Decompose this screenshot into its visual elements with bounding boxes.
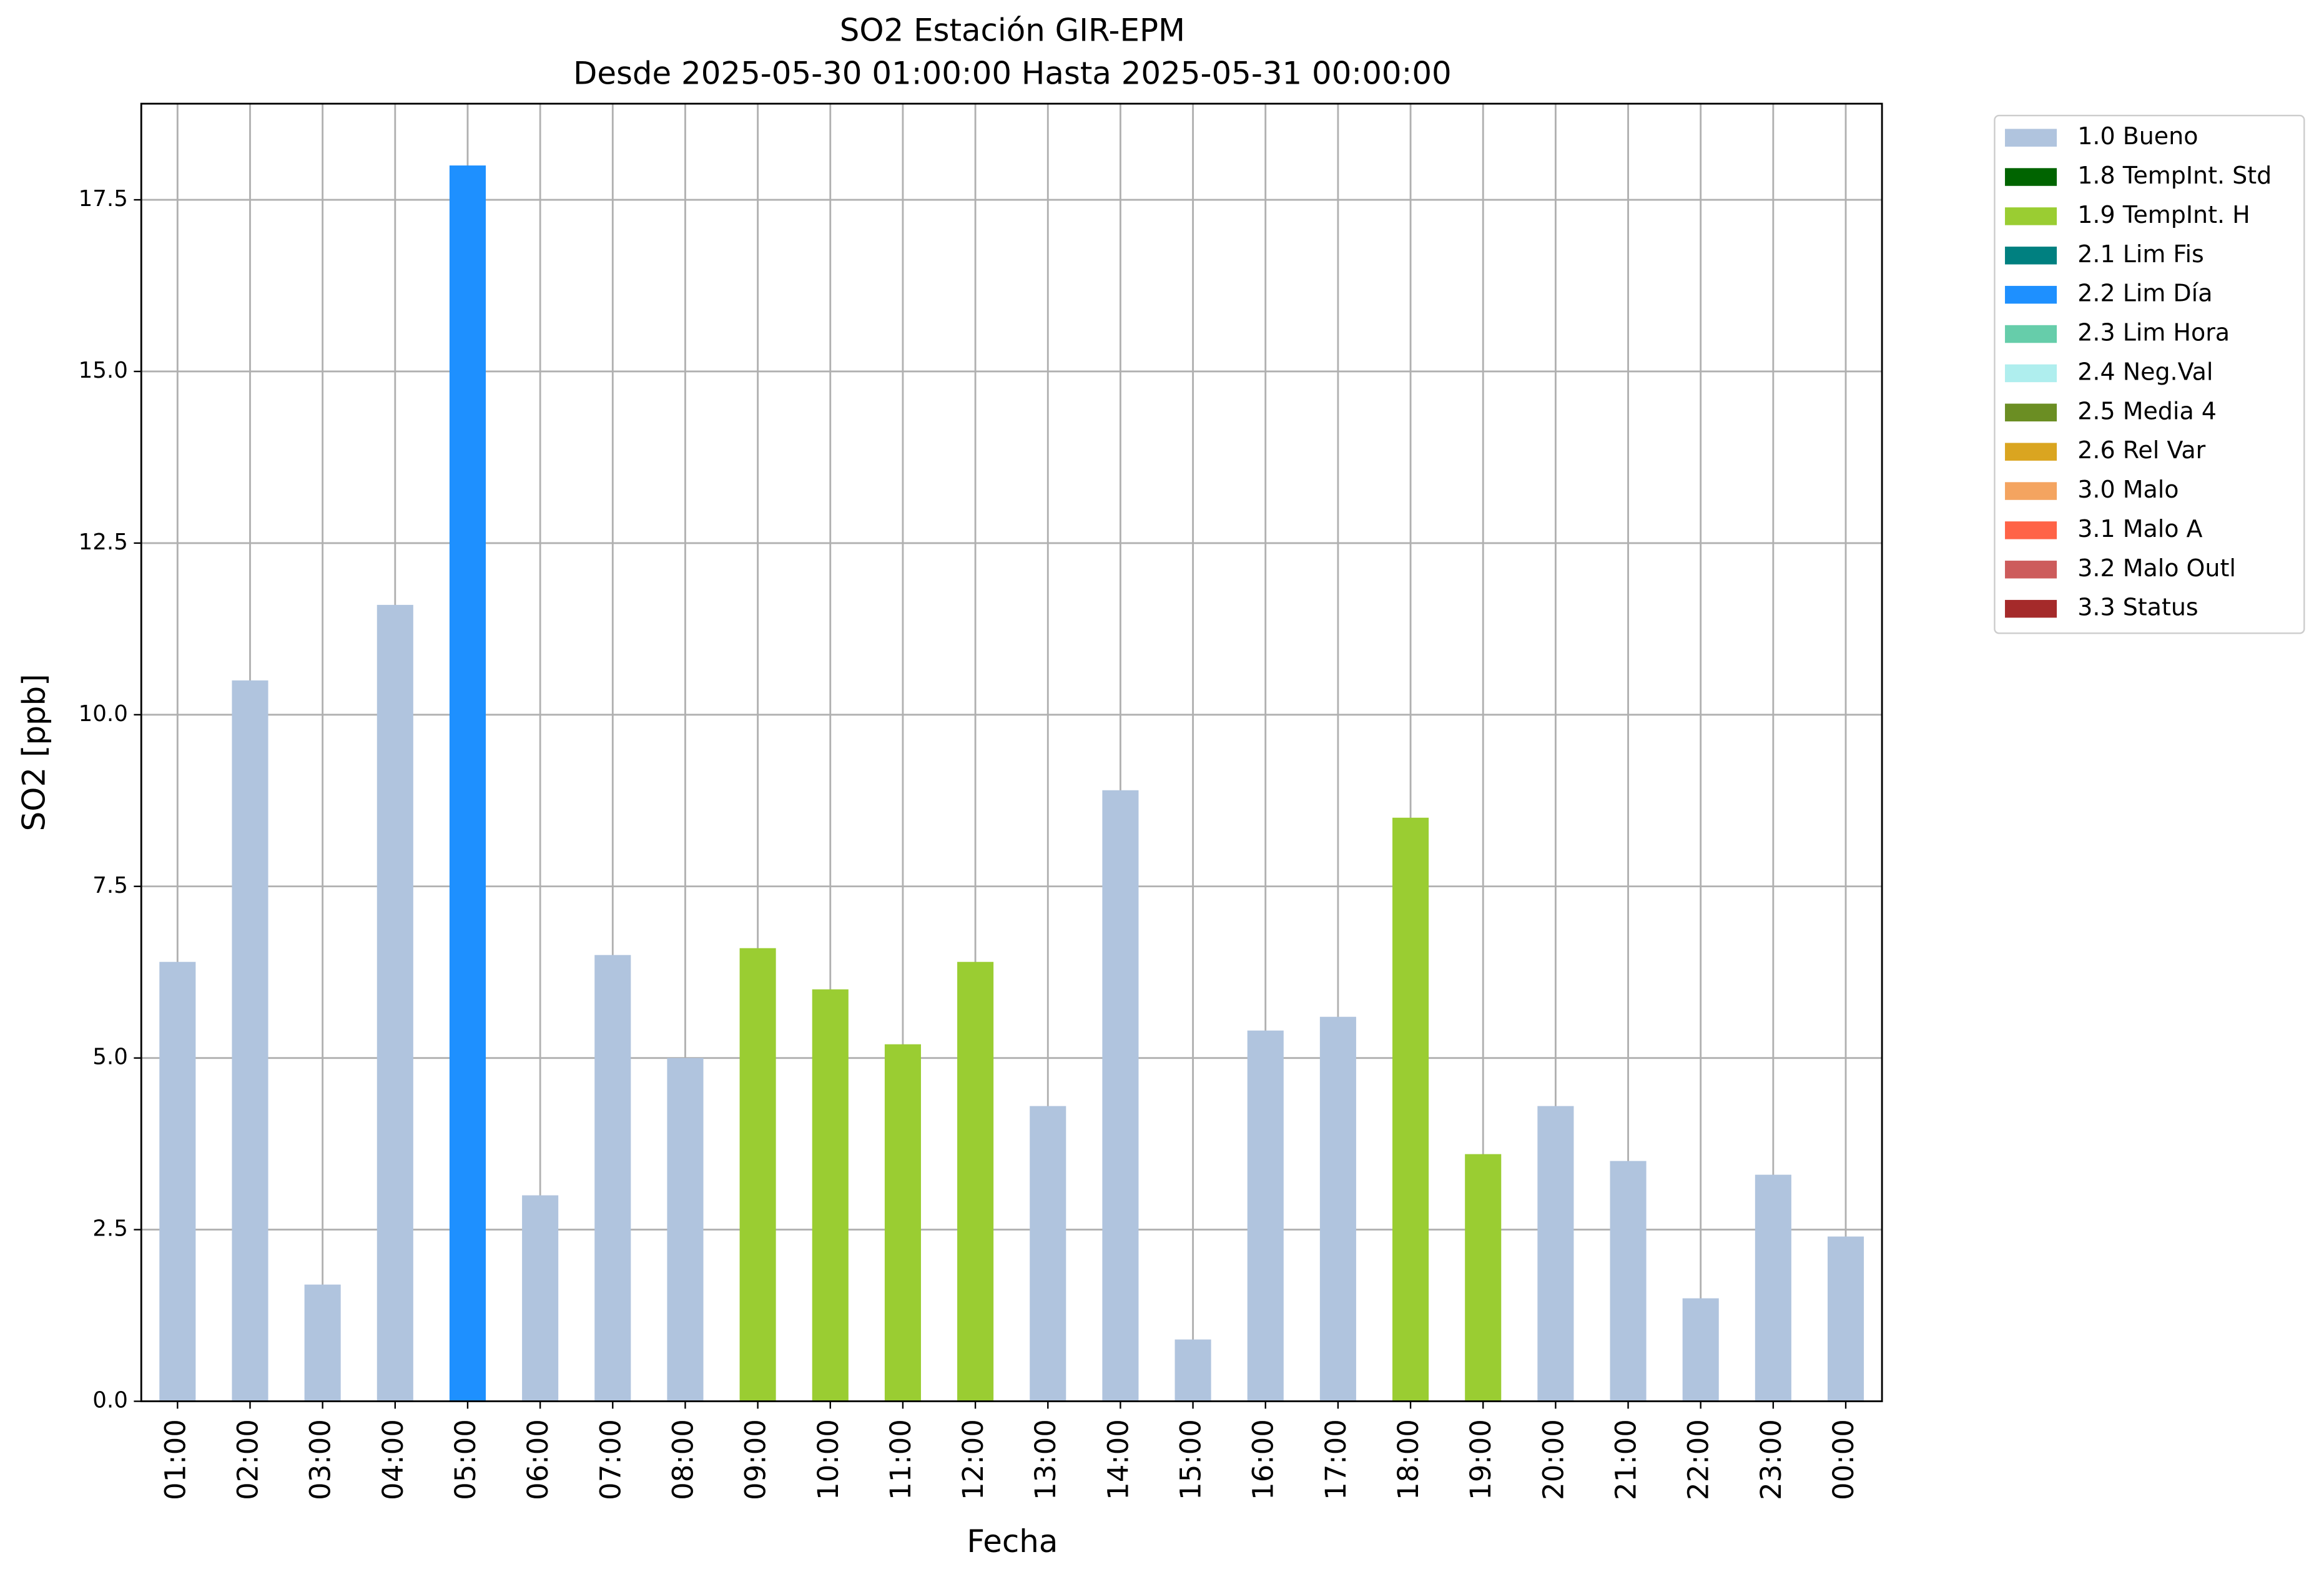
bar [812, 989, 849, 1402]
x-tick-label: 02:00 [231, 1419, 264, 1500]
bar [449, 165, 486, 1402]
y-tick-label: 2.5 [92, 1216, 128, 1242]
legend-label: 1.0 Bueno [2077, 122, 2198, 150]
x-tick-label: 07:00 [594, 1419, 627, 1500]
legend-label: 3.0 Malo [2077, 476, 2179, 503]
legend-swatch [2005, 561, 2057, 579]
x-tick-label: 04:00 [377, 1419, 410, 1500]
bar [1392, 817, 1429, 1402]
x-tick-label: 13:00 [1029, 1419, 1062, 1500]
legend-label: 2.3 Lim Hora [2077, 319, 2230, 346]
y-tick-label: 17.5 [79, 186, 128, 212]
x-tick-label: 00:00 [1827, 1419, 1860, 1500]
bar [1102, 790, 1139, 1402]
bar [159, 961, 196, 1402]
bar [594, 955, 631, 1402]
bar [1174, 1339, 1211, 1402]
bar [1682, 1298, 1719, 1402]
bar [1537, 1106, 1574, 1402]
x-tick-label: 23:00 [1755, 1419, 1788, 1500]
bar [667, 1058, 704, 1402]
bar [522, 1195, 559, 1402]
bar [1755, 1174, 1791, 1402]
x-tick-label: 03:00 [304, 1419, 337, 1500]
bar [377, 604, 413, 1402]
legend-swatch [2005, 285, 2057, 304]
bar [739, 948, 776, 1402]
legend-label: 2.4 Neg.Val [2077, 358, 2213, 385]
bar [884, 1044, 921, 1402]
legend-label: 2.5 Media 4 [2077, 397, 2217, 425]
chart-subtitle: Desde 2025-05-30 01:00:00 Hasta 2025-05-… [573, 56, 1452, 92]
legend-label: 2.2 Lim Día [2077, 280, 2212, 307]
x-tick-label: 05:00 [449, 1419, 482, 1500]
x-tick-label: 06:00 [521, 1419, 554, 1500]
legend-label: 1.8 TempInt. Std [2077, 162, 2272, 189]
legend-swatch [2005, 168, 2057, 186]
legend-label: 3.2 Malo Outl [2077, 554, 2236, 582]
plot-frame [140, 102, 1883, 1402]
legend-box [1994, 114, 2305, 634]
legend-swatch [2005, 325, 2057, 343]
legend-swatch [2005, 521, 2057, 539]
bar [1827, 1236, 1864, 1402]
x-tick-label: 18:00 [1392, 1419, 1425, 1500]
x-tick-label: 19:00 [1464, 1419, 1497, 1500]
legend-swatch [2005, 482, 2057, 500]
y-tick-label: 10.0 [79, 701, 128, 727]
legend-label: 3.3 Status [2077, 594, 2198, 621]
x-tick-label: 17:00 [1319, 1419, 1352, 1500]
x-tick-label: 15:00 [1174, 1419, 1208, 1500]
bar [1319, 1016, 1356, 1402]
legend-swatch [2005, 129, 2057, 147]
x-tick-label: 08:00 [666, 1419, 699, 1500]
legend-swatch [2005, 247, 2057, 265]
x-tick-label: 01:00 [159, 1419, 192, 1500]
y-tick-label: 0.0 [92, 1388, 128, 1413]
x-tick-label: 14:00 [1101, 1419, 1135, 1500]
bar [232, 680, 268, 1402]
legend-label: 3.1 Malo A [2077, 515, 2202, 543]
y-tick-label: 15.0 [79, 358, 128, 383]
bar [1465, 1154, 1502, 1402]
legend-swatch [2005, 207, 2057, 225]
y-axis-label: SO2 [ppb] [16, 674, 52, 831]
x-tick-label: 22:00 [1682, 1419, 1715, 1500]
legend-label: 2.1 Lim Fis [2077, 240, 2204, 268]
y-tick-label: 7.5 [92, 873, 128, 898]
chart-title: SO2 Estación GIR-EPM [840, 12, 1185, 49]
x-tick-label: 20:00 [1537, 1419, 1570, 1500]
bar [1030, 1106, 1066, 1402]
legend-label: 1.9 TempInt. H [2077, 201, 2250, 228]
legend-swatch [2005, 403, 2057, 422]
x-tick-label: 09:00 [739, 1419, 772, 1500]
x-tick-label: 21:00 [1610, 1419, 1643, 1500]
bar [957, 961, 994, 1402]
legend-swatch [2005, 599, 2057, 618]
x-tick-label: 10:00 [812, 1419, 845, 1500]
x-tick-label: 12:00 [957, 1419, 990, 1500]
y-tick-label: 5.0 [92, 1044, 128, 1070]
bar [1247, 1030, 1284, 1402]
bar [1610, 1161, 1647, 1402]
legend-swatch [2005, 364, 2057, 383]
x-axis-label: Fecha [967, 1523, 1058, 1560]
bar [304, 1284, 341, 1402]
legend-label: 2.6 Rel Var [2077, 436, 2205, 464]
x-tick-label: 11:00 [884, 1419, 917, 1500]
y-tick-label: 12.5 [79, 529, 128, 555]
legend-swatch [2005, 443, 2057, 461]
x-tick-label: 16:00 [1247, 1419, 1280, 1500]
